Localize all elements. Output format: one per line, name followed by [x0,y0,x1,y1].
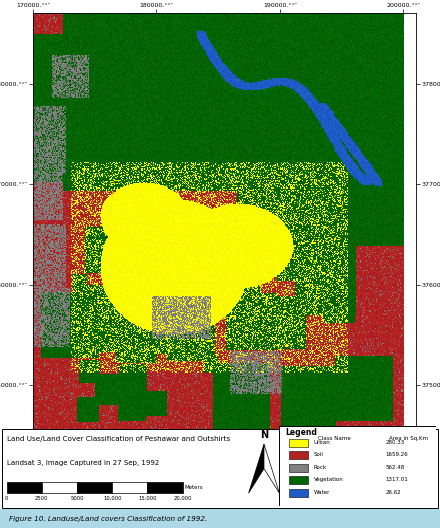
Text: 5000: 5000 [70,496,84,501]
Text: Legend: Legend [286,428,318,437]
Bar [147,482,183,493]
Text: Vegetation: Vegetation [314,477,344,482]
Text: Urban: Urban [314,440,330,445]
Text: 15,000: 15,000 [138,496,157,501]
Text: 2500: 2500 [35,496,48,501]
Bar [7,482,42,493]
Bar [42,482,77,493]
Text: Water: Water [314,489,330,495]
Text: Meters: Meters [185,485,203,490]
Text: N: N [260,430,268,440]
Text: Figure 10. Landuse/Land covers Classification of 1992.: Figure 10. Landuse/Land covers Classific… [9,515,207,522]
Bar [77,482,112,493]
Bar [289,464,308,472]
Text: 1317.01: 1317.01 [385,477,408,482]
Bar [289,439,308,447]
Text: Rock: Rock [314,465,327,470]
Text: 26.62: 26.62 [385,489,401,495]
Polygon shape [249,444,264,493]
Text: Land Use/Land Cover Classification of Peshawar and Outshirts: Land Use/Land Cover Classification of Pe… [7,436,230,442]
Text: 280.33: 280.33 [385,440,405,445]
Text: Soil: Soil [314,452,324,457]
Text: 1659.26: 1659.26 [385,452,408,457]
Bar [289,451,308,459]
Bar [289,476,308,484]
Polygon shape [264,444,279,493]
Bar [112,482,147,493]
Text: Class Name: Class Name [319,436,351,441]
Text: 0: 0 [5,496,8,501]
Text: Landsat 3, Image Captured in 27 Sep, 1992: Landsat 3, Image Captured in 27 Sep, 199… [7,460,159,466]
Bar [289,488,308,497]
Text: Area in Sq.Km: Area in Sq.Km [389,436,428,441]
Text: 562.48: 562.48 [385,465,405,470]
Text: 10,000: 10,000 [103,496,121,501]
Text: 20,000: 20,000 [173,496,192,501]
